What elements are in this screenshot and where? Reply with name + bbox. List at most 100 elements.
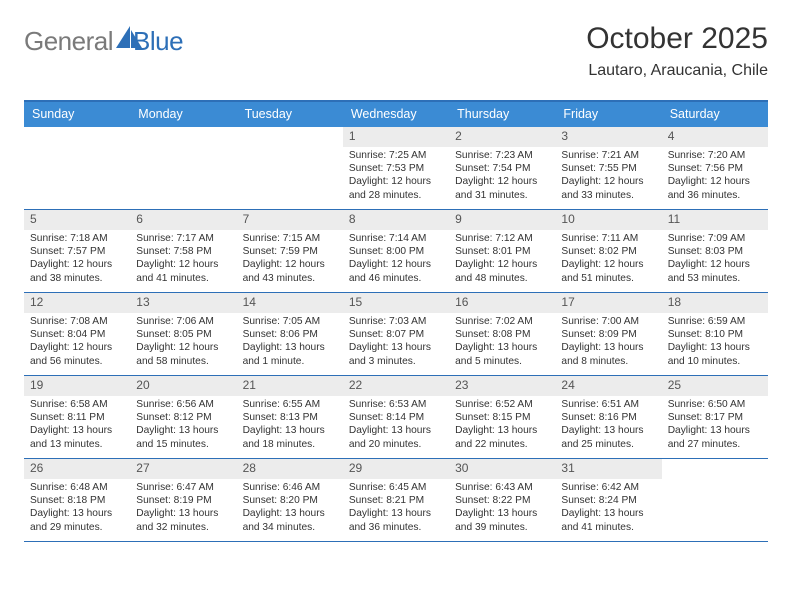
daylight-line: Daylight: 12 hours and 56 minutes. xyxy=(30,341,124,367)
daylight-line: Daylight: 12 hours and 48 minutes. xyxy=(455,258,549,284)
sunrise-line: Sunrise: 6:59 AM xyxy=(668,315,762,328)
day-number: 10 xyxy=(555,210,661,230)
day-details: Sunrise: 7:20 AMSunset: 7:56 PMDaylight:… xyxy=(662,147,768,205)
sunset-line: Sunset: 8:18 PM xyxy=(30,494,124,507)
daylight-line: Daylight: 12 hours and 43 minutes. xyxy=(243,258,337,284)
day-details: Sunrise: 6:55 AMSunset: 8:13 PMDaylight:… xyxy=(237,396,343,454)
calendar-cell-15: 15Sunrise: 7:03 AMSunset: 8:07 PMDayligh… xyxy=(343,293,449,375)
daylight-line: Daylight: 13 hours and 13 minutes. xyxy=(30,424,124,450)
sunset-line: Sunset: 7:55 PM xyxy=(561,162,655,175)
sunset-line: Sunset: 8:16 PM xyxy=(561,411,655,424)
sunset-line: Sunset: 7:57 PM xyxy=(30,245,124,258)
daylight-line: Daylight: 13 hours and 25 minutes. xyxy=(561,424,655,450)
sunrise-line: Sunrise: 7:11 AM xyxy=(561,232,655,245)
week-row: 19Sunrise: 6:58 AMSunset: 8:11 PMDayligh… xyxy=(24,376,768,459)
day-number: 26 xyxy=(24,459,130,479)
calendar-cell-empty xyxy=(237,127,343,209)
calendar-cell-5: 5Sunrise: 7:18 AMSunset: 7:57 PMDaylight… xyxy=(24,210,130,292)
sunrise-line: Sunrise: 6:56 AM xyxy=(136,398,230,411)
sunrise-line: Sunrise: 6:55 AM xyxy=(243,398,337,411)
daylight-line: Daylight: 12 hours and 53 minutes. xyxy=(668,258,762,284)
daylight-line: Daylight: 12 hours and 31 minutes. xyxy=(455,175,549,201)
calendar-cell-4: 4Sunrise: 7:20 AMSunset: 7:56 PMDaylight… xyxy=(662,127,768,209)
day-details: Sunrise: 7:03 AMSunset: 8:07 PMDaylight:… xyxy=(343,313,449,371)
sunset-line: Sunset: 8:12 PM xyxy=(136,411,230,424)
day-number: 11 xyxy=(662,210,768,230)
week-row: 26 Sunrise: 6:48 AMSunset: 8:18 PM Dayligh… xyxy=(24,459,768,542)
brand-sail-icon xyxy=(116,26,144,48)
daylight-line: Daylight: 13 hours and 5 minutes. xyxy=(455,341,549,367)
calendar-cell-8: 8Sunrise: 7:14 AMSunset: 8:00 PMDaylight… xyxy=(343,210,449,292)
sunset-line: Sunset: 8:14 PM xyxy=(349,411,443,424)
day-number: 24 xyxy=(555,376,661,396)
sunset-line: Sunset: 7:53 PM xyxy=(349,162,443,175)
day-details: Sunrise: 7:08 AMSunset: 8:04 PMDaylight:… xyxy=(24,313,130,371)
calendar-cell-19: 19Sunrise: 6:58 AMSunset: 8:11 PMDayligh… xyxy=(24,376,130,458)
sunset-line: Sunset: 8:15 PM xyxy=(455,411,549,424)
day-number: 6 xyxy=(130,210,236,230)
daylight-line: Daylight: 13 hours and 8 minutes. xyxy=(561,341,655,367)
daylight-line: Daylight: 13 hours and 32 minutes. xyxy=(136,507,230,533)
sunset-line: Sunset: 7:59 PM xyxy=(243,245,337,258)
sunrise-line: Sunrise: 7:09 AM xyxy=(668,232,762,245)
sunrise-line: Sunrise: 7:12 AM xyxy=(455,232,549,245)
day-number: 5 xyxy=(24,210,130,230)
sunrise-line: Sunrise: 7:08 AM xyxy=(30,315,124,328)
day-details: Sunrise: 7:21 AMSunset: 7:55 PMDaylight:… xyxy=(555,147,661,205)
day-number: 25 xyxy=(662,376,768,396)
day-number: 23 xyxy=(449,376,555,396)
day-details: Sunrise: 7:09 AMSunset: 8:03 PMDaylight:… xyxy=(662,230,768,288)
sunrise-line: Sunrise: 6:47 AM xyxy=(136,481,230,494)
day-number: 7 xyxy=(237,210,343,230)
sunrise-line: Sunrise: 7:05 AM xyxy=(243,315,337,328)
sunset-line: Sunset: 8:00 PM xyxy=(349,245,443,258)
daylight-line: Daylight: 13 hours and 18 minutes. xyxy=(243,424,337,450)
day-number: 14 xyxy=(237,293,343,313)
sunrise-line: Sunrise: 6:58 AM xyxy=(30,398,124,411)
calendar-cell-29: 29Sunrise: 6:45 AMSunset: 8:21 PMDayligh… xyxy=(343,459,449,541)
sunrise-line: Sunrise: 7:00 AM xyxy=(561,315,655,328)
location: Lautaro, Araucania, Chile xyxy=(586,62,768,80)
sunrise-line: Sunrise: 7:25 AM xyxy=(349,149,443,162)
day-number: 13 xyxy=(130,293,236,313)
title-block: October 2025 Lautaro, Araucania, Chile xyxy=(586,22,768,80)
day-number: 29 xyxy=(343,459,449,479)
day-details: Sunrise: 7:05 AMSunset: 8:06 PMDaylight:… xyxy=(237,313,343,371)
day-details: Sunrise: 6:59 AMSunset: 8:10 PMDaylight:… xyxy=(662,313,768,371)
daylight-line: Daylight: 13 hours and 20 minutes. xyxy=(349,424,443,450)
day-details: Sunrise: 7:23 AMSunset: 7:54 PMDaylight:… xyxy=(449,147,555,205)
day-number: 27 xyxy=(130,459,236,479)
calendar-cell-28: 28Sunrise: 6:46 AMSunset: 8:20 PMDayligh… xyxy=(237,459,343,541)
day-header-friday: Friday xyxy=(555,102,661,127)
sunset-line: Sunset: 8:04 PM xyxy=(30,328,124,341)
day-details: Sunrise: 6:56 AMSunset: 8:12 PMDaylight:… xyxy=(130,396,236,454)
day-details: Sunrise: 6:46 AMSunset: 8:20 PMDaylight:… xyxy=(237,479,343,537)
calendar-cell-21: 21Sunrise: 6:55 AMSunset: 8:13 PMDayligh… xyxy=(237,376,343,458)
day-header-saturday: Saturday xyxy=(662,102,768,127)
sunrise-line: Sunrise: 6:42 AM xyxy=(561,481,655,494)
day-number: 28 xyxy=(237,459,343,479)
sunset-line: Sunset: 8:08 PM xyxy=(455,328,549,341)
day-number: 31 xyxy=(555,459,661,479)
sunset-line: Sunset: 8:13 PM xyxy=(243,411,337,424)
daylight-line: Daylight: 13 hours and 3 minutes. xyxy=(349,341,443,367)
calendar-cell-13: 13Sunrise: 7:06 AMSunset: 8:05 PMDayligh… xyxy=(130,293,236,375)
sunset-line: Sunset: 8:21 PM xyxy=(349,494,443,507)
daylight-line: Daylight: 13 hours and 10 minutes. xyxy=(668,341,762,367)
daylight-line: Daylight: 13 hours and 41 minutes. xyxy=(561,507,655,533)
calendar-cell-31: 31Sunrise: 6:42 AMSunset: 8:24 PMDayligh… xyxy=(555,459,661,541)
sunrise-line: Sunrise: 7:02 AM xyxy=(455,315,549,328)
week-row: 12Sunrise: 7:08 AMSunset: 8:04 PMDayligh… xyxy=(24,293,768,376)
sunrise-line: Sunrise: 6:48 AM xyxy=(30,481,124,494)
calendar-cell-14: 14Sunrise: 7:05 AMSunset: 8:06 PMDayligh… xyxy=(237,293,343,375)
day-number: 19 xyxy=(24,376,130,396)
day-details: Sunrise: 6:42 AMSunset: 8:24 PMDaylight:… xyxy=(555,479,661,537)
daylight-line: Daylight: 12 hours and 51 minutes. xyxy=(561,258,655,284)
sunrise-line: Sunrise: 7:17 AM xyxy=(136,232,230,245)
sunrise-line: Sunrise: 7:15 AM xyxy=(243,232,337,245)
day-number: 15 xyxy=(343,293,449,313)
daylight-line: Daylight: 12 hours and 38 minutes. xyxy=(30,258,124,284)
calendar-cell-empty xyxy=(130,127,236,209)
daylight-line: Daylight: 13 hours and 39 minutes. xyxy=(455,507,549,533)
calendar-cell-7: 7 Sunrise: 7:15 AMSunset: 7:59 PMDaylight… xyxy=(237,210,343,292)
